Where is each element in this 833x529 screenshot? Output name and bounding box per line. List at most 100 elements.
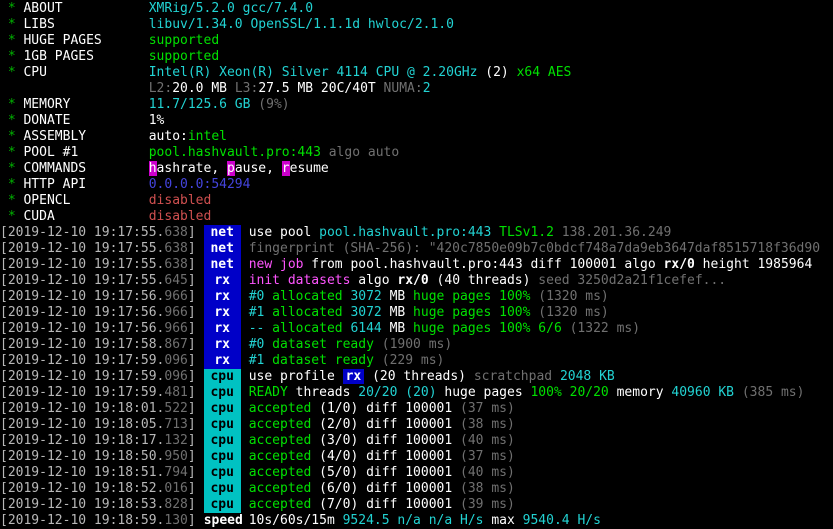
log-fragment: 6144 [350, 321, 382, 336]
log-fragment: (40 threads) [428, 273, 531, 288]
log-gap [196, 353, 204, 369]
log-timestamp-end: ] [187, 513, 196, 528]
log-fragment: dataset ready [264, 337, 374, 352]
log-fragment: 100% [499, 289, 531, 304]
log-timestamp-ms: 713 [164, 417, 188, 432]
log-fragment: use profile [248, 369, 343, 384]
log-fragment: (229 ms) [373, 353, 445, 368]
command-key-p[interactable]: p [227, 161, 235, 176]
info-value: 1% [148, 113, 165, 128]
info-label: HUGE PAGES [23, 33, 149, 48]
log-fragment: accepted [248, 481, 312, 496]
log-fragment: huge pages [405, 289, 500, 304]
info-value: XMRig/5.2.0 gcc/7.4.0 [148, 1, 314, 16]
log-fragment: huge pages [405, 305, 500, 320]
log-fragment: threads [287, 385, 359, 400]
assembly-value: intel [187, 129, 227, 144]
log-fragment: accepted [248, 497, 312, 512]
log-fragment: memory [608, 385, 672, 400]
log-fragment: (2/0) diff [311, 417, 406, 432]
log-line: [2019-12-10 19:18:53.828] cpu accepted (… [0, 497, 833, 513]
log-fragment: #0 [248, 289, 265, 304]
log-tag-cpu: cpu [203, 385, 241, 401]
log-fragment: (37 ms) [452, 401, 515, 416]
log-fragment: algo [616, 257, 664, 272]
command-key-h[interactable]: h [148, 161, 157, 176]
l2-value: 20.0 MB [172, 81, 227, 96]
log-fragment: TLSv1.2 [499, 225, 554, 240]
log-fragment: dataset ready [264, 353, 374, 368]
log-fragment: 20/20 [358, 385, 398, 400]
log-fragment: n/a n/a [389, 513, 461, 528]
log-tag-net: net [203, 241, 241, 257]
bullet-icon: * [0, 49, 24, 64]
log-output: [2019-12-10 19:17:55.638] net use pool p… [0, 225, 833, 529]
log-gap [196, 513, 204, 529]
log-timestamp-end: ] [187, 449, 196, 464]
log-tag-net: net [203, 257, 241, 273]
log-fragment: 1985964 [757, 257, 813, 272]
log-line: [2019-12-10 19:17:59.096] cpu use profil… [0, 369, 833, 385]
bullet-icon: * [0, 65, 24, 80]
log-fragment: 100001 [569, 257, 617, 272]
log-line: [2019-12-10 19:17:58.867] rx #0 dataset … [0, 337, 833, 353]
pool-url[interactable]: pool.hashvault.pro:443 [148, 145, 321, 160]
bullet-icon: * [0, 193, 24, 208]
log-gap [241, 257, 249, 273]
log-timestamp: [2019-12-10 19:17:56. [0, 289, 165, 304]
info-label: 1GB PAGES [23, 49, 149, 64]
log-timestamp-ms: 016 [164, 481, 188, 496]
log-timestamp-ms: 096 [164, 369, 188, 384]
log-gap [196, 369, 204, 385]
log-fragment: huge pages [405, 321, 500, 336]
log-timestamp: [2019-12-10 19:18:05. [0, 417, 165, 432]
log-fragment: (38 ms) [452, 417, 515, 432]
log-timestamp: [2019-12-10 19:17:55. [0, 257, 165, 272]
log-tag-rx: rx [203, 305, 241, 321]
command-key-r[interactable]: r [281, 161, 290, 176]
log-fragment: 100001 [405, 417, 453, 432]
l3-value: 27.5 MB [258, 81, 314, 96]
log-timestamp: [2019-12-10 19:18:17. [0, 433, 165, 448]
log-fragment: (1900 ms) [373, 337, 453, 352]
log-gap [196, 465, 204, 481]
log-timestamp-ms: 638 [164, 225, 188, 240]
log-line: [2019-12-10 19:18:17.132] cpu accepted (… [0, 433, 833, 449]
log-fragment: 10s/60s/15m [248, 513, 343, 528]
log-tag-cpu: cpu [203, 401, 241, 417]
command-rest-h: ashrate [156, 161, 212, 176]
log-timestamp-ms: 867 [164, 337, 188, 352]
info-value[interactable]: 0.0.0.0:54294 [148, 177, 251, 192]
log-fragment: huge pages [436, 385, 531, 400]
log-fragment: #1 [248, 353, 265, 368]
cpu-sockets: (2) [477, 65, 517, 80]
log-fragment: (39 ms) [452, 497, 515, 512]
info-value: libuv/1.34.0 OpenSSL/1.1.1d hwloc/2.1.0 [148, 17, 454, 32]
log-fragment: MB [381, 305, 406, 320]
log-timestamp-ms: 966 [164, 321, 188, 336]
log-timestamp-end: ] [187, 369, 196, 384]
log-timestamp: [2019-12-10 19:17:56. [0, 305, 165, 320]
log-fragment: 40960 KB [671, 385, 735, 400]
log-timestamp-end: ] [187, 401, 196, 416]
log-timestamp-end: ] [187, 321, 196, 336]
indent [0, 81, 149, 96]
log-gap [196, 257, 204, 273]
info-row-commands: * COMMANDS hashrate, pause, resume [0, 161, 833, 177]
info-row-http-api: * HTTP API 0.0.0.0:54294 [0, 177, 833, 193]
log-gap [241, 465, 249, 481]
log-fragment: rx/0 [397, 273, 429, 288]
info-row-cuda: * CUDA disabled [0, 209, 833, 225]
log-gap [196, 417, 204, 433]
log-tag-cpu: cpu [203, 465, 241, 481]
log-fragment: fingerprint (SHA-256): "420c7850e09b7c0b… [248, 241, 821, 256]
bullet-icon: * [0, 161, 24, 176]
log-tag-net: net [203, 225, 241, 241]
log-fragment: H/s [460, 513, 484, 528]
bullet-icon: * [0, 17, 24, 32]
log-gap [196, 433, 204, 449]
log-fragment: diff [522, 257, 570, 272]
log-gap [196, 497, 204, 513]
log-fragment: (1320 ms) [530, 305, 609, 320]
